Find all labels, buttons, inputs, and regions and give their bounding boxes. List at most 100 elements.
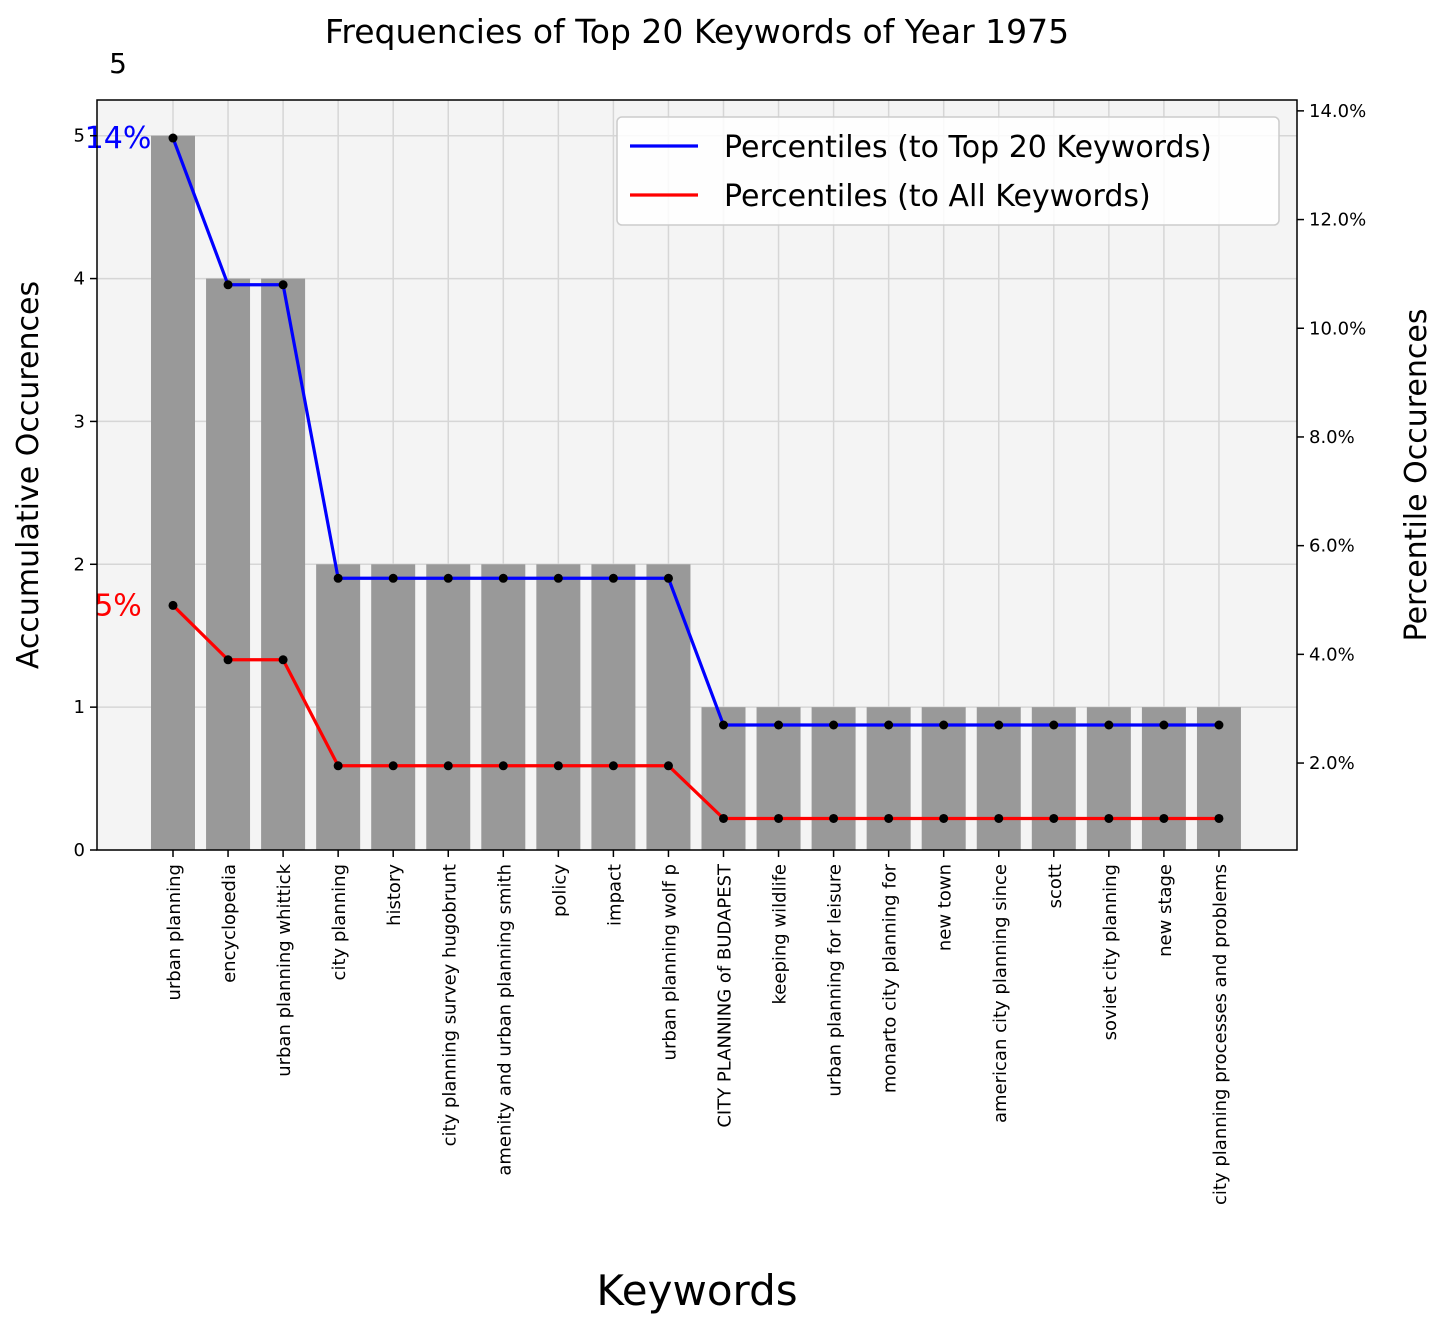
series-point xyxy=(553,761,563,771)
series-point xyxy=(498,761,508,771)
series-point xyxy=(278,280,288,290)
series-point xyxy=(1049,813,1059,823)
series-point xyxy=(719,720,728,730)
x-tick-label: amenity and urban planning smith xyxy=(494,864,515,1176)
y-axis-ticks: 0 1 2 3 4 5 xyxy=(74,126,97,861)
series-point xyxy=(774,813,784,823)
series-annotation: 14% xyxy=(85,121,152,156)
y2-tick-label: 4.0% xyxy=(1309,644,1355,665)
series-point xyxy=(388,573,398,583)
bar xyxy=(206,278,251,851)
y2-tick-label: 8.0% xyxy=(1309,427,1355,448)
x-tick-label: city planning xyxy=(329,864,350,980)
x-tick-label: new town xyxy=(935,864,956,951)
x-tick-label: city planning survey hugobrunt xyxy=(439,864,460,1146)
x-tick-label: city planning processes and problems xyxy=(1210,864,1231,1205)
bar xyxy=(1141,707,1186,850)
bar xyxy=(536,564,581,850)
x-tick-label: policy xyxy=(549,864,570,917)
series-point xyxy=(443,761,453,771)
x-tick-label: urban planning whittick xyxy=(274,863,295,1076)
x-tick-label: keeping wildlife xyxy=(770,864,791,1004)
series-point xyxy=(333,573,343,583)
series-annotation: 5% xyxy=(94,588,142,623)
series-point xyxy=(1104,720,1114,730)
x-tick-label: american city planning since xyxy=(990,864,1011,1123)
x-tick-label: scott xyxy=(1045,864,1066,908)
x-tick-label: urban planning xyxy=(164,864,185,1001)
series-point xyxy=(498,573,508,583)
series-point xyxy=(168,600,178,610)
bar xyxy=(1086,707,1131,850)
series-point xyxy=(1049,720,1059,730)
series-point xyxy=(774,720,784,730)
series-point xyxy=(994,720,1004,730)
y-tick-label: 3 xyxy=(74,411,85,432)
bar xyxy=(866,707,911,850)
series-point xyxy=(884,720,894,730)
series-point xyxy=(829,813,839,823)
x-axis-ticks: urban planning encyclopedia urban planning… xyxy=(164,850,1231,1205)
x-tick-label: soviet city planning xyxy=(1100,864,1121,1040)
series-point xyxy=(1159,813,1169,823)
percentile-lines: 14% 5% xyxy=(85,121,1224,823)
chart-title: Frequencies of Top 20 Keywords of Year 1… xyxy=(325,12,1069,51)
series-point xyxy=(608,573,618,583)
y2-axis-ticks: 2.0% 4.0% 6.0% 8.0% 10.0% 12.0% 14.0% xyxy=(1297,101,1366,774)
series-point xyxy=(333,761,343,771)
y-tick-label: 0 xyxy=(74,840,85,861)
y2-tick-label: 2.0% xyxy=(1309,753,1355,774)
series-point xyxy=(939,720,949,730)
bar xyxy=(151,135,195,850)
series-point xyxy=(388,761,398,771)
x-tick-label: monarto city planning for xyxy=(880,863,901,1093)
y-axis-label: Accumulative Occurences xyxy=(11,281,46,669)
series-point xyxy=(884,813,894,823)
legend-label: Percentiles (to All Keywords) xyxy=(724,179,1151,214)
series-point xyxy=(608,761,618,771)
series-point xyxy=(278,655,288,665)
y2-tick-label: 14.0% xyxy=(1309,101,1366,122)
series-point xyxy=(223,280,233,290)
series-point xyxy=(1214,813,1224,823)
bar xyxy=(921,707,966,850)
bar xyxy=(701,707,746,850)
plot-frame xyxy=(96,99,1298,851)
y2-tick-label: 10.0% xyxy=(1309,318,1366,339)
series-line xyxy=(171,604,1219,821)
bar xyxy=(591,564,636,850)
y2-tick-label: 12.0% xyxy=(1309,210,1366,231)
top-value-label: 5 xyxy=(109,47,127,80)
series-point xyxy=(829,720,839,730)
series-point xyxy=(663,573,673,583)
bar xyxy=(261,278,306,851)
y-tick-label: 4 xyxy=(74,269,85,290)
series-point xyxy=(663,761,673,771)
y-tick-label: 5 xyxy=(74,126,85,147)
x-tick-label: encyclopedia xyxy=(219,864,240,983)
series-point xyxy=(223,655,233,665)
series-point xyxy=(168,133,178,143)
y2-tick-label: 6.0% xyxy=(1309,536,1355,557)
bars xyxy=(151,135,1241,851)
y2-axis-label: Percentile Occurences xyxy=(1399,309,1434,642)
series-point xyxy=(1159,720,1169,730)
series-point xyxy=(553,573,563,583)
x-tick-label: impact xyxy=(604,864,625,926)
bar xyxy=(481,564,526,850)
series-point xyxy=(719,813,728,823)
x-axis-label: Keywords xyxy=(596,1266,797,1315)
bar xyxy=(316,564,361,850)
bar xyxy=(371,564,416,850)
legend: Percentiles (to Top 20 Keywords) Percenti… xyxy=(616,116,1280,226)
series-point xyxy=(1214,720,1224,730)
series-point xyxy=(994,813,1004,823)
bar xyxy=(426,564,471,850)
y-tick-label: 1 xyxy=(74,697,85,718)
bar xyxy=(756,707,801,850)
series-line xyxy=(171,137,1219,727)
series-point xyxy=(939,813,949,823)
bar xyxy=(1196,707,1241,850)
x-tick-label: new stage xyxy=(1155,864,1176,957)
